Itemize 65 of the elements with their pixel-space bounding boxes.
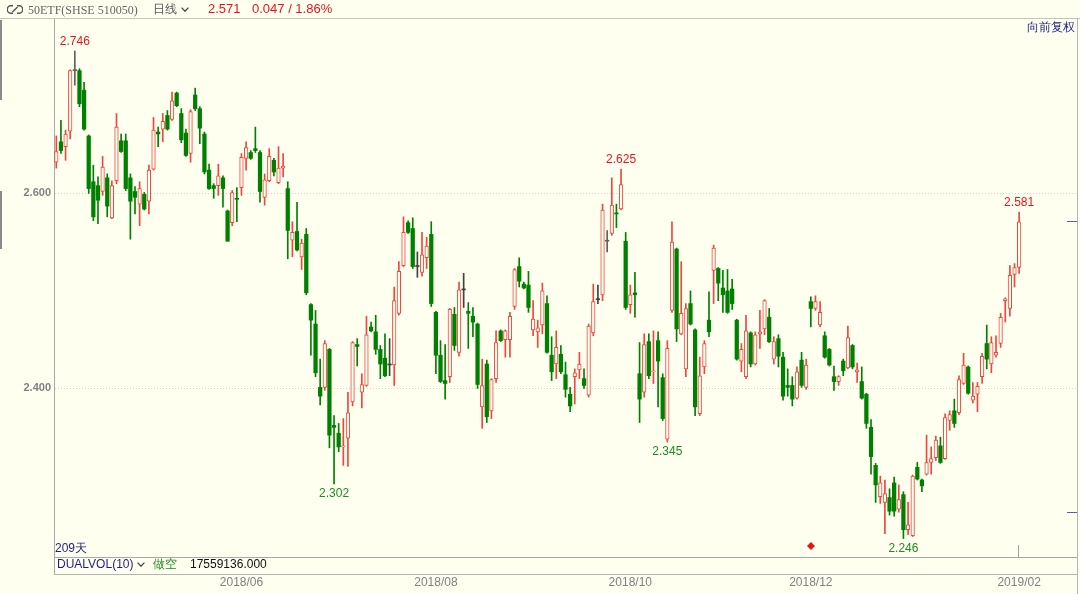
candlestick <box>572 368 577 405</box>
annotation: 17559136.000 <box>190 557 267 571</box>
annotation: 做空 <box>153 557 177 571</box>
annotation: 2.746 <box>59 34 91 49</box>
text: 日线 <box>153 2 177 16</box>
candlestick <box>364 315 369 387</box>
candlestick <box>711 244 716 304</box>
candlestick <box>924 434 929 476</box>
candlestick <box>628 284 633 314</box>
candlestick <box>813 295 818 311</box>
candlestick <box>836 375 841 386</box>
candlestick <box>359 373 364 409</box>
text: 向前复权 <box>1027 20 1075 34</box>
candlestick <box>72 50 77 86</box>
x-tick-label: 2018/08 <box>414 574 458 589</box>
candlestick <box>100 156 105 196</box>
candlestick <box>896 484 901 513</box>
candlestick <box>401 216 406 267</box>
text: 2.571 <box>208 1 241 16</box>
x-tick-label: 2018/10 <box>608 574 653 589</box>
candlestick <box>651 330 656 384</box>
candlestick <box>188 109 193 163</box>
candlestick <box>929 446 934 475</box>
candlestick <box>114 113 119 185</box>
candlestick <box>489 378 494 419</box>
candlestick <box>998 313 1003 348</box>
candlestick <box>762 299 767 336</box>
candlestick <box>466 302 471 349</box>
x-tick-label: 2019/02 <box>997 574 1042 589</box>
annotation: 2.581 <box>1004 195 1035 210</box>
candlestick <box>975 382 980 413</box>
x-tick-label: 2018/12 <box>789 574 833 589</box>
annotation: 2.246 <box>888 540 919 555</box>
candlestick <box>151 117 156 171</box>
annotation: 2.625 <box>606 152 637 167</box>
candlestick <box>322 340 327 391</box>
annotation: 2.302 <box>319 486 350 501</box>
annotation: 209天 <box>55 541 88 555</box>
text: 0.047 / 1.86% <box>252 1 333 16</box>
candlestick <box>831 365 837 391</box>
candlestick <box>54 135 59 169</box>
candlestick <box>591 283 596 337</box>
candlestick <box>234 187 239 223</box>
candlestick <box>605 230 610 253</box>
candlestick <box>577 351 582 379</box>
candlestick <box>276 146 281 185</box>
x-tick-label: 2018/06 <box>219 574 264 589</box>
candlestick <box>595 284 601 304</box>
candlestick <box>882 479 888 534</box>
candlestick <box>350 341 355 407</box>
candlestick <box>1012 263 1017 288</box>
y-tick-label: 2.400 <box>23 381 51 394</box>
candlestick <box>262 173 267 206</box>
candlestick <box>355 338 360 367</box>
candlestick <box>341 418 346 466</box>
candlestick <box>63 129 68 161</box>
annotation: DUALVOL(10) <box>57 557 134 571</box>
candlestick <box>808 296 813 328</box>
chart-title: 50ETF(SHSE 510050) <box>28 3 138 17</box>
candlestick <box>512 268 517 310</box>
candlestick <box>600 203 605 301</box>
y-tick-label: 2.600 <box>23 186 51 199</box>
candlestick <box>757 310 763 349</box>
annotation: 2.345 <box>652 444 683 459</box>
candlestick <box>290 221 295 258</box>
